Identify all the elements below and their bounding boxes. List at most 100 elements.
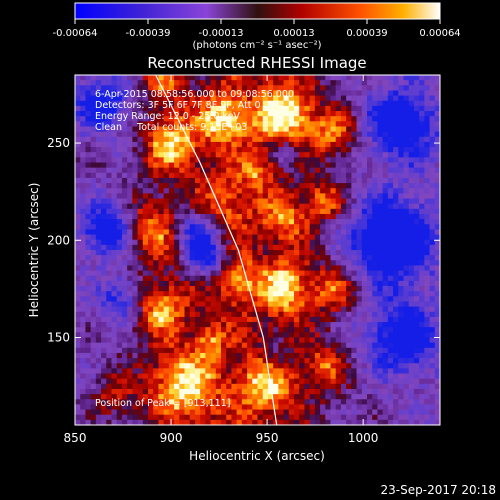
heatmap-cell — [299, 234, 306, 241]
heatmap-cell — [278, 311, 285, 318]
heatmap-cell — [346, 270, 352, 277]
heatmap-cell — [236, 121, 243, 128]
heatmap-cell — [215, 337, 222, 344]
heatmap-cell — [262, 301, 269, 308]
heatmap-cell — [142, 306, 149, 313]
heatmap-cell — [75, 363, 81, 369]
heatmap-cell — [158, 327, 165, 333]
heatmap-cell — [231, 394, 238, 400]
heatmap-cell — [314, 188, 321, 194]
heatmap-cell — [398, 75, 405, 81]
heatmap-cell — [330, 363, 337, 369]
heatmap-cell — [377, 100, 384, 107]
heatmap-cell — [356, 234, 363, 241]
heatmap-cell — [127, 316, 133, 323]
heatmap-cell — [413, 172, 420, 179]
heatmap-cell — [419, 90, 425, 97]
heatmap-cell — [320, 224, 326, 231]
heatmap-cell — [163, 270, 170, 277]
heatmap-cell — [106, 409, 113, 416]
heatmap-cell — [283, 131, 290, 138]
heatmap-cell — [408, 409, 415, 416]
heatmap-cell — [137, 301, 144, 308]
heatmap-cell — [413, 301, 420, 308]
heatmap-cell — [231, 358, 238, 364]
heatmap-cell — [142, 141, 149, 148]
heatmap-cell — [340, 286, 347, 292]
heatmap-cell — [116, 198, 123, 205]
heatmap-cell — [142, 188, 149, 194]
heatmap-cell — [142, 301, 149, 308]
heatmap-cell — [184, 121, 191, 128]
heatmap-cell — [111, 219, 118, 225]
heatmap-cell — [382, 203, 389, 210]
heatmap-cell — [419, 280, 425, 287]
heatmap-cell — [330, 100, 337, 107]
heatmap-cell — [116, 332, 123, 339]
heatmap-cell — [179, 208, 186, 215]
heatmap-cell — [221, 147, 227, 153]
heatmap-cell — [132, 162, 139, 169]
heatmap-cell — [116, 136, 123, 143]
heatmap-cell — [325, 358, 332, 364]
heatmap-cell — [393, 239, 399, 246]
heatmap-cell — [168, 219, 175, 225]
heatmap-cell — [267, 414, 274, 421]
heatmap-cell — [278, 270, 285, 277]
heatmap-cell — [377, 337, 384, 344]
heatmap-cell — [200, 301, 206, 308]
heatmap-cell — [403, 322, 410, 328]
heatmap-cell — [434, 100, 440, 107]
heatmap-cell — [273, 234, 279, 241]
heatmap-cell — [142, 95, 149, 102]
heatmap-cell — [184, 224, 191, 231]
heatmap-cell — [236, 95, 243, 102]
heatmap-cell — [387, 332, 394, 339]
heatmap-cell — [194, 100, 201, 107]
heatmap-cell — [205, 239, 212, 246]
heatmap-cell — [205, 141, 212, 148]
heatmap-cell — [278, 229, 285, 236]
heatmap-cell — [372, 126, 379, 133]
heatmap-cell — [393, 414, 399, 421]
heatmap-cell — [278, 141, 285, 148]
heatmap-cell — [121, 131, 128, 138]
heatmap-cell — [413, 347, 420, 354]
heatmap-cell — [367, 347, 373, 354]
heatmap-cell — [158, 188, 165, 194]
heatmap-cell — [247, 239, 253, 246]
heatmap-cell — [90, 373, 97, 380]
heatmap-cell — [121, 239, 128, 246]
heatmap-cell — [174, 316, 180, 323]
heatmap-cell — [314, 373, 321, 380]
heatmap-cell — [429, 327, 436, 333]
heatmap-cell — [299, 337, 306, 344]
heatmap-cell — [158, 275, 165, 282]
heatmap-cell — [361, 291, 368, 297]
heatmap-cell — [351, 239, 358, 246]
heatmap-cell — [320, 394, 326, 400]
heatmap-cell — [320, 239, 326, 246]
heatmap-cell — [367, 90, 373, 97]
heatmap-cell — [179, 136, 186, 143]
heatmap-cell — [278, 332, 285, 339]
heatmap-cell — [247, 229, 253, 236]
heatmap-cell — [158, 280, 165, 287]
heatmap-cell — [121, 270, 128, 277]
heatmap-cell — [137, 121, 144, 128]
heatmap-cell — [340, 363, 347, 369]
heatmap-cell — [273, 275, 279, 282]
heatmap-cell — [168, 147, 175, 153]
heatmap-cell — [299, 327, 306, 333]
heatmap-cell — [361, 322, 368, 328]
heatmap-cell — [137, 234, 144, 241]
heatmap-cell — [179, 188, 186, 194]
heatmap-cell — [299, 188, 306, 194]
heatmap-cell — [252, 316, 259, 323]
heatmap-cell — [142, 409, 149, 416]
heatmap-cell — [382, 193, 389, 200]
heatmap-cell — [278, 157, 285, 164]
heatmap-cell — [75, 419, 81, 425]
heatmap-cell — [424, 306, 431, 313]
heatmap-cell — [325, 141, 332, 148]
